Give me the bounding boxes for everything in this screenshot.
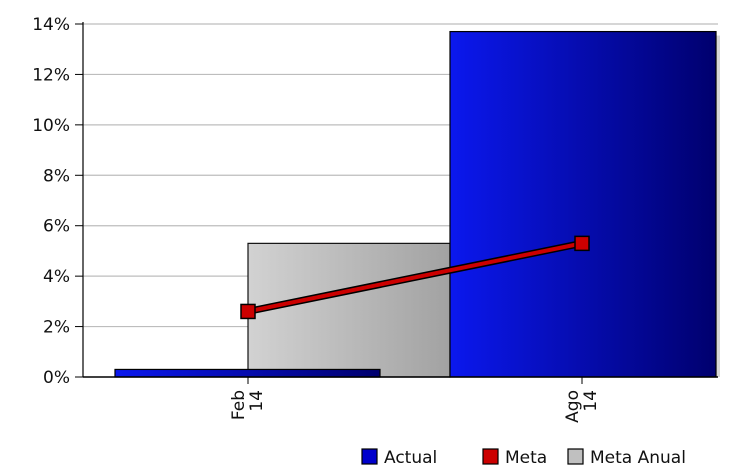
legend-meta-anual-swatch — [567, 448, 584, 465]
legend-meta-anual: Meta Anual — [567, 448, 686, 467]
y-tick-label: 14% — [32, 15, 70, 35]
axes — [82, 22, 718, 378]
x-tick-label-line2: 14 — [581, 390, 601, 412]
legend-meta-anual-label: Meta Anual — [590, 448, 686, 467]
actual-bar-ago — [449, 30, 717, 378]
legend-actual-label: Actual — [384, 448, 437, 467]
gridlines — [83, 23, 718, 328]
legend: Actual Meta Meta Anual — [361, 448, 686, 467]
meta-line — [240, 235, 590, 320]
legend-actual: Actual — [361, 448, 437, 467]
legend-meta: Meta — [482, 448, 547, 467]
meta-point-ago — [574, 235, 590, 252]
y-tick-label: 8% — [43, 166, 70, 186]
legend-meta-label: Meta — [505, 448, 547, 467]
meta-line-series — [247, 241, 583, 314]
meta-point-feb — [240, 303, 256, 320]
actual-bar-feb — [114, 368, 381, 378]
x-tick-label-line1: Ago — [563, 390, 583, 423]
legend-meta-swatch — [482, 448, 499, 465]
y-tick-label: 0% — [43, 368, 70, 388]
y-axis-ticks: 0% 2% 4% 6% 8% 10% 12% 14% — [32, 15, 83, 388]
bars — [114, 30, 720, 378]
y-tick-label: 4% — [43, 267, 70, 287]
x-tick-label-line2: 14 — [247, 390, 267, 412]
y-tick-label: 10% — [32, 116, 70, 136]
x-tick-label-line1: Feb — [229, 390, 249, 420]
y-tick-label: 2% — [43, 318, 70, 338]
y-tick-label: 6% — [43, 217, 70, 237]
meta-anual-bar-feb — [247, 242, 451, 378]
y-tick-label: 12% — [32, 65, 70, 85]
legend-actual-swatch — [361, 448, 378, 465]
